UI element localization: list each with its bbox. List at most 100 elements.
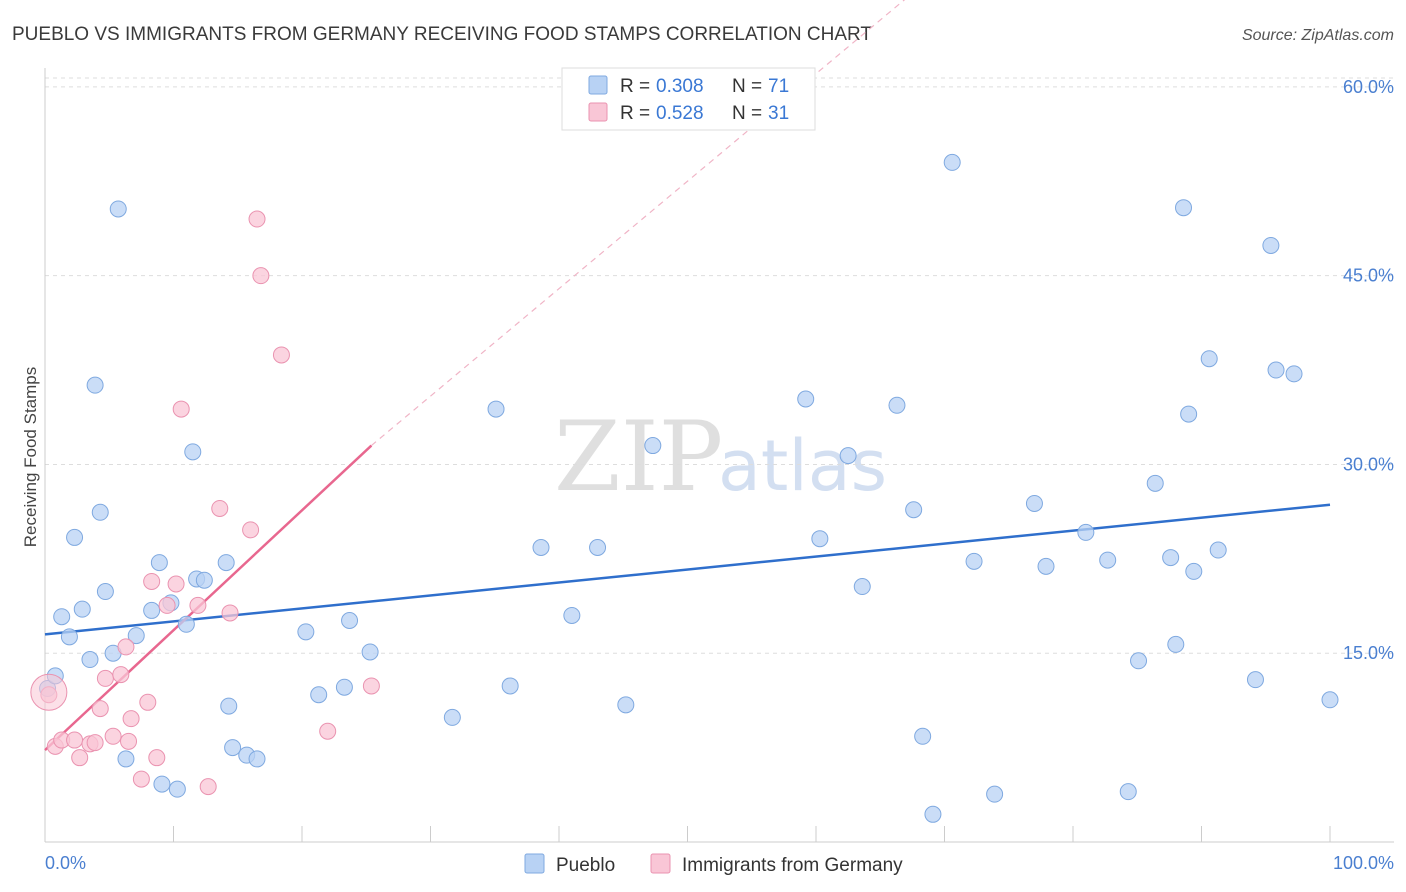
pueblo-point [86,376,104,394]
germany-point [66,731,84,749]
pueblo-point [1185,562,1203,580]
pueblo-point [1246,671,1264,689]
pueblo-point [1285,365,1303,383]
pueblo-point [1037,557,1055,575]
pueblo-point [839,447,857,465]
pueblo-point [177,615,195,633]
series-legend: Pueblo Immigrants from Germany [524,853,903,876]
pueblo-point [1200,350,1218,368]
pueblo-point [1180,405,1198,423]
pueblo-point [66,528,84,546]
germany-r-value: 0.528 [656,103,704,124]
germany-point [117,638,135,656]
pueblo-n-label: N = [732,76,762,97]
pueblo-point [888,396,906,414]
germany-point [252,267,270,285]
germany-point [211,499,229,517]
germany-point [199,778,217,796]
germany-point [167,575,185,593]
pueblo-point [96,583,114,601]
pueblo-point [168,780,186,798]
germany-point [272,346,290,364]
pueblo-point [563,606,581,624]
legend-germany-swatch [650,853,671,874]
germany-swatch [588,102,608,122]
germany-point [91,700,109,718]
pueblo-r-label: R = [620,76,650,97]
pueblo-point [117,750,135,768]
germany-point [143,572,161,590]
legend-pueblo-swatch [524,853,545,874]
germany-point [112,666,130,684]
pueblo-n-value: 71 [768,76,789,97]
stats-legend: R = 0.308 N = 71 R = 0.528 N = 31 [561,67,816,131]
germany-point [248,210,266,228]
pueblo-point [905,501,923,519]
germany-point [96,669,114,687]
pueblo-point [986,785,1004,803]
pueblo-point [109,200,127,218]
germany-point [189,596,207,614]
germany-n-label: N = [732,103,762,124]
pueblo-point [335,678,353,696]
pueblo-point [341,611,359,629]
pueblo-point [127,627,145,645]
pueblo-point [184,443,202,461]
y-tick-label: 15.0% [1343,643,1394,663]
pueblo-point [1175,199,1193,217]
pueblo-point [1099,551,1117,569]
chart-title: PUEBLO VS IMMIGRANTS FROM GERMANY RECEIV… [12,24,872,45]
pueblo-point [924,805,942,823]
pueblo-trend-line [44,503,1331,636]
germany-trend-extension [371,0,906,447]
pueblo-point [853,578,871,596]
pueblo-point [217,554,235,572]
germany-point [172,400,190,418]
pueblo-point [589,539,607,557]
germany-point [158,596,176,614]
pueblo-point [81,651,99,669]
source-label: Source: ZipAtlas.com [1242,27,1394,44]
watermark: ZIP atlas [554,401,887,513]
pueblo-swatch [588,75,608,95]
pueblo-point [150,554,168,572]
pueblo-point [811,530,829,548]
watermark-zip: ZIP [554,401,723,513]
pueblo-point [914,727,932,745]
pueblo-point [532,539,550,557]
pueblo-point [248,750,266,768]
data-points [30,153,1339,823]
legend-pueblo-label: Pueblo [556,855,615,876]
x-tick-label-min: 0.0% [45,853,86,873]
y-axis-label: Receiving Food Stamps [21,367,40,547]
x-tick-label-max: 100.0% [1333,853,1394,873]
pueblo-point [53,608,71,626]
pueblo-point [965,552,983,570]
pueblo-point [361,643,379,661]
pueblo-point [195,571,213,589]
pueblo-point [143,601,161,619]
pueblo-point [60,628,78,646]
y-tick-label: 45.0% [1343,266,1394,286]
pueblo-point [443,708,461,726]
pueblo-point [1119,783,1137,801]
germany-point [242,521,260,539]
germany-trend-line [44,444,373,752]
pueblo-point [73,600,91,618]
pueblo-point [1162,549,1180,567]
y-tick-label: 30.0% [1343,454,1394,474]
germany-point [148,749,166,767]
germany-point [86,734,104,752]
axes: 15.0% 30.0% 45.0% 60.0% 0.0% 100.0% [44,68,1394,873]
pueblo-point [1209,541,1227,559]
germany-point [120,732,138,750]
germany-n-value: 31 [768,103,789,124]
pueblo-point [153,775,171,793]
pueblo-point [644,437,662,455]
germany-point [362,677,380,695]
legend-germany-label: Immigrants from Germany [682,855,903,876]
pueblo-point [1146,474,1164,492]
germany-cluster-point [30,673,68,711]
germany-point [132,770,150,788]
